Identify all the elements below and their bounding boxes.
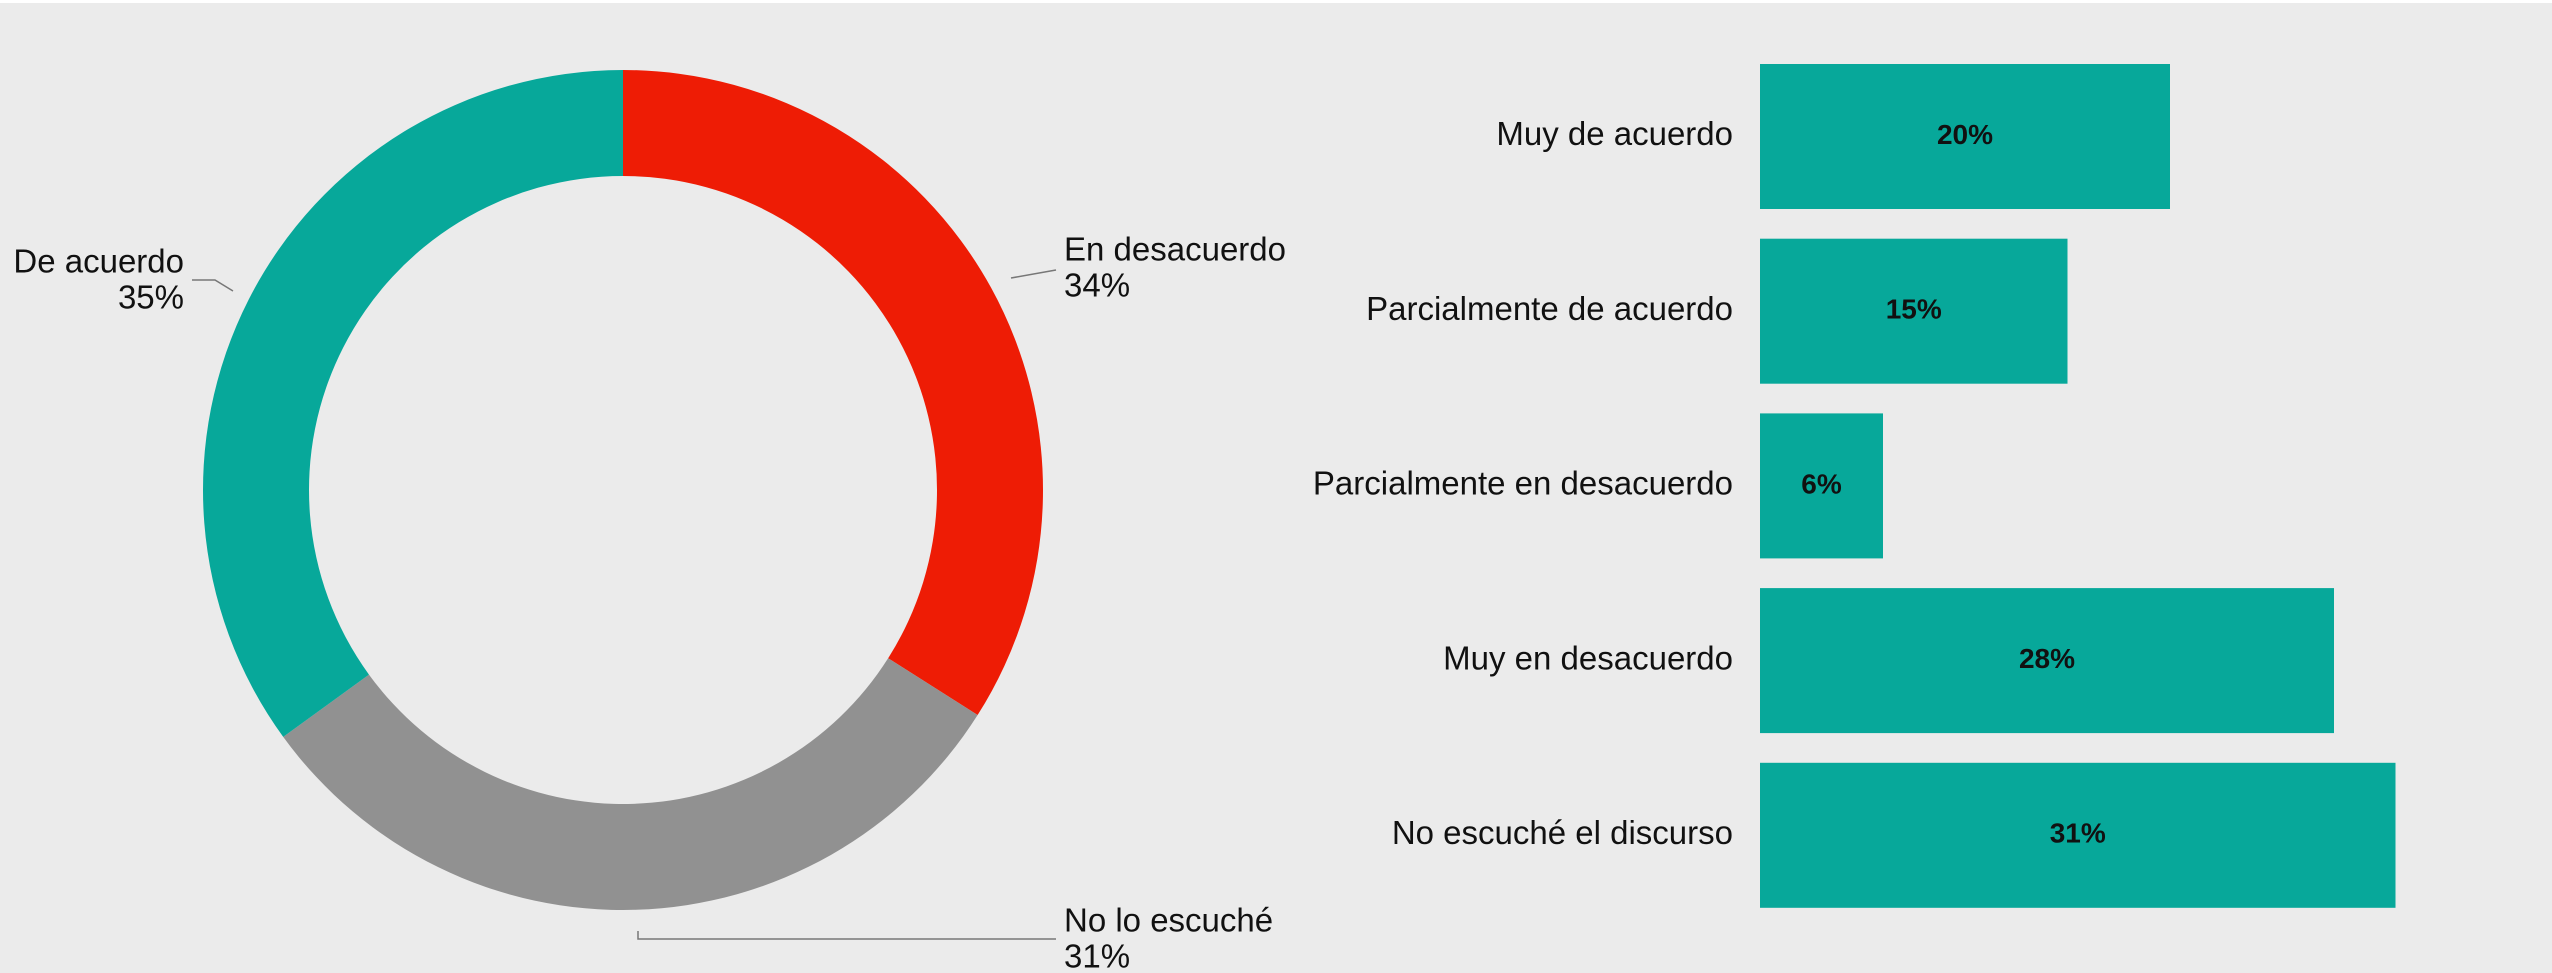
donut-slice [202, 70, 623, 737]
bar [1760, 238, 2068, 384]
bar-value-label: 6% [1801, 468, 1842, 499]
top-border [0, 0, 2552, 3]
slice-label: No lo escuché [1064, 902, 1273, 939]
bar-value-label: 15% [1886, 294, 1942, 325]
bar [1760, 64, 2170, 209]
slice-value-label: 35% [118, 279, 184, 316]
bar-value-label: 20% [1937, 119, 1993, 150]
bar [1760, 762, 2396, 908]
bar-value-label: 31% [2050, 818, 2106, 849]
slice-label: De acuerdo [13, 243, 184, 280]
bar-value-label: 28% [2019, 643, 2075, 674]
bar [1760, 413, 1883, 559]
bar-category-label: Parcialmente en desacuerdo [1313, 465, 1733, 502]
bar-category-label: Parcialmente de acuerdo [1366, 290, 1733, 327]
slice-value-label: 31% [1064, 938, 1130, 973]
slice-label: En desacuerdo [1064, 231, 1286, 268]
leader-line [637, 931, 1056, 940]
donut-slice [283, 658, 978, 910]
bar [1760, 588, 2334, 734]
bar-category-label: Muy de acuerdo [1496, 115, 1733, 152]
donut-slice [623, 70, 1043, 716]
bar-category-label: No escuché el discurso [1392, 814, 1733, 851]
leader-line [192, 279, 234, 292]
bar-category-label: Muy en desacuerdo [1443, 639, 1733, 676]
leader-line [1010, 269, 1057, 279]
slice-value-label: 34% [1064, 267, 1130, 304]
